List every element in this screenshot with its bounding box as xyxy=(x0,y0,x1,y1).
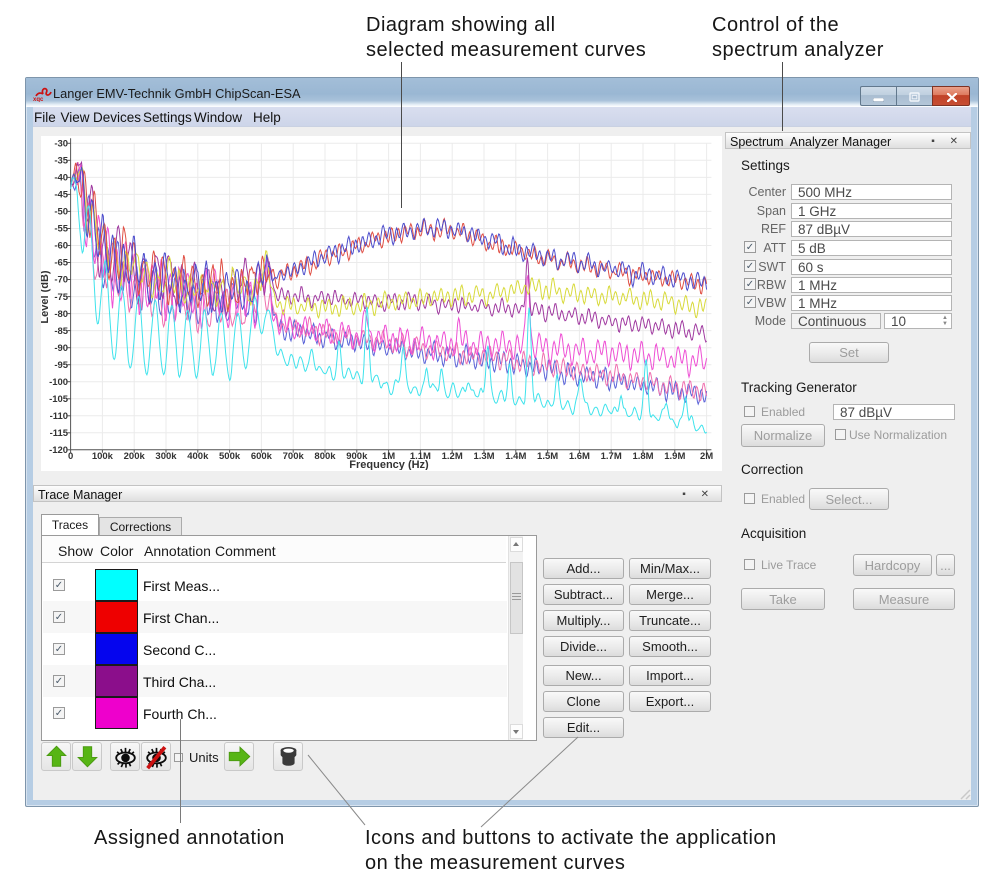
svg-text:300k: 300k xyxy=(155,451,177,462)
svg-text:1.1M: 1.1M xyxy=(410,451,431,462)
svg-text:1.2M: 1.2M xyxy=(442,451,463,462)
svg-text:-85: -85 xyxy=(54,326,68,337)
svg-text:-115: -115 xyxy=(50,428,69,439)
svg-text:1M: 1M xyxy=(382,451,395,462)
svg-text:-35: -35 xyxy=(54,156,68,167)
svg-text:1.3M: 1.3M xyxy=(473,451,494,462)
svg-text:-55: -55 xyxy=(54,224,68,235)
svg-text:-100: -100 xyxy=(49,377,68,388)
svg-text:1.5M: 1.5M xyxy=(537,451,558,462)
svg-text:600k: 600k xyxy=(251,451,273,462)
svg-text:-105: -105 xyxy=(49,394,69,405)
svg-text:-120: -120 xyxy=(49,445,68,456)
svg-text:-110: -110 xyxy=(50,411,69,422)
svg-text:xqc: xqc xyxy=(33,97,44,102)
svg-text:200k: 200k xyxy=(124,451,146,462)
svg-text:1.9M: 1.9M xyxy=(664,451,685,462)
svg-text:1.8M: 1.8M xyxy=(632,451,653,462)
svg-text:0: 0 xyxy=(68,451,73,462)
svg-text:-50: -50 xyxy=(54,207,68,218)
svg-text:-30: -30 xyxy=(54,139,68,150)
svg-text:-45: -45 xyxy=(54,190,68,201)
svg-text:1.7M: 1.7M xyxy=(601,451,622,462)
svg-text:500k: 500k xyxy=(219,451,241,462)
svg-text:2M: 2M xyxy=(700,451,713,462)
svg-text:1.6M: 1.6M xyxy=(569,451,590,462)
svg-text:1.4M: 1.4M xyxy=(505,451,526,462)
svg-text:-95: -95 xyxy=(54,360,68,371)
svg-text:700k: 700k xyxy=(283,451,305,462)
svg-text:100k: 100k xyxy=(92,451,114,462)
svg-text:900k: 900k xyxy=(346,451,368,462)
svg-text:-70: -70 xyxy=(54,275,68,286)
svg-text:400k: 400k xyxy=(187,451,209,462)
svg-text:Level (dB): Level (dB) xyxy=(41,270,51,324)
svg-text:-60: -60 xyxy=(54,241,68,252)
svg-text:-40: -40 xyxy=(54,173,68,184)
svg-text:-65: -65 xyxy=(54,258,68,269)
svg-text:-90: -90 xyxy=(54,343,68,354)
svg-text:Frequency (Hz): Frequency (Hz) xyxy=(349,459,429,470)
svg-text:-80: -80 xyxy=(54,309,68,320)
svg-text:-75: -75 xyxy=(54,292,68,303)
svg-text:800k: 800k xyxy=(314,451,336,462)
